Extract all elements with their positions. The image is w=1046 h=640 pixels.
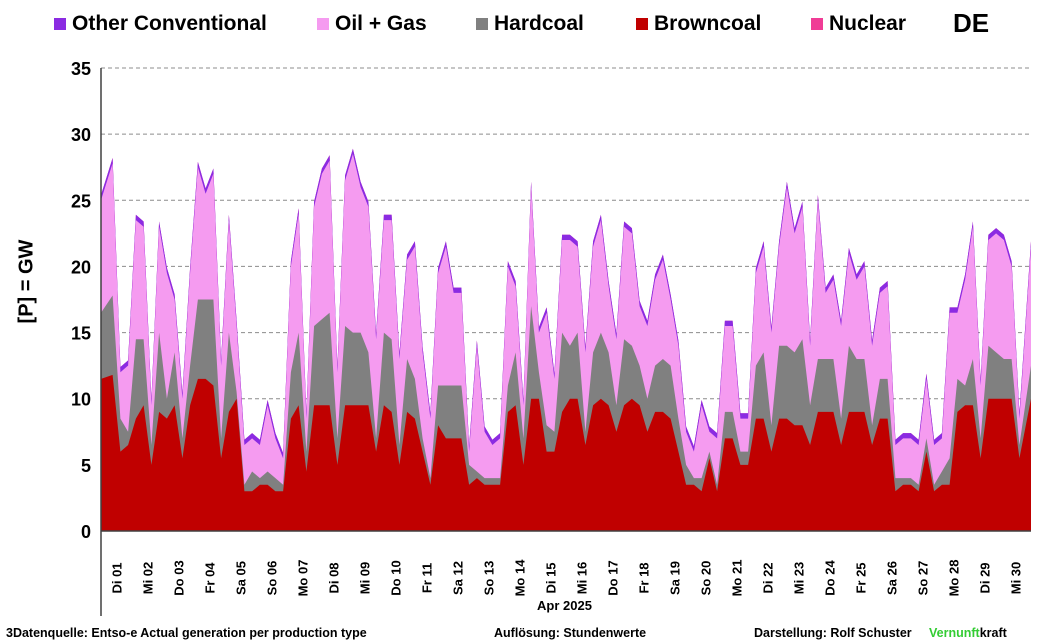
legend-swatch (636, 18, 648, 30)
legend-item-other-conventional: Other Conventional (54, 12, 267, 36)
legend-label: Hardcoal (494, 12, 584, 35)
x-tick-label: Di 15 (544, 562, 559, 593)
y-axis-title: [P] = GW (15, 239, 38, 324)
y-tick-label: 5 (81, 456, 91, 476)
y-tick-label: 35 (71, 59, 91, 79)
y-tick-label: 15 (71, 324, 91, 344)
x-tick-label: Mo 07 (296, 560, 311, 597)
x-tick-label: Do 17 (606, 560, 621, 595)
brand-mark: Vernunftkraft (929, 626, 1007, 640)
legend-swatch (317, 18, 329, 30)
x-tick-label: Di 22 (761, 562, 776, 593)
y-tick-label: 0 (81, 522, 91, 542)
x-tick-label: Do 03 (172, 560, 187, 595)
legend-swatch (476, 18, 488, 30)
area-browncoal (101, 374, 1031, 531)
y-tick-label: 20 (71, 257, 91, 277)
x-tick-label: Fr 18 (637, 562, 652, 593)
x-tick-label: Di 29 (978, 562, 993, 593)
x-tick-label: Di 01 (110, 562, 125, 593)
y-tick-label: 10 (71, 390, 91, 410)
y-tick-label: 30 (71, 125, 91, 145)
x-tick-label: Mi 30 (1009, 562, 1024, 595)
x-tick-label: So 27 (916, 561, 931, 596)
x-tick-label: Fr 25 (854, 562, 869, 593)
x-tick-label: Fr 11 (420, 563, 435, 593)
x-tick-label: Mi 23 (792, 562, 807, 595)
x-tick-label: So 20 (699, 561, 714, 596)
brand-part1: Vernunft (929, 626, 980, 640)
legend-label: Other Conventional (72, 12, 267, 35)
legend-item-hardcoal: Hardcoal (476, 12, 584, 36)
x-tick-label: Mi 09 (358, 562, 373, 595)
legend: Other Conventional Oil + Gas Hardcoal Br… (0, 6, 1046, 42)
x-tick-label: Sa 05 (234, 561, 249, 595)
legend-item-browncoal: Browncoal (636, 12, 761, 36)
legend-label: Browncoal (654, 12, 762, 35)
legend-swatch (54, 18, 66, 30)
legend-label: Oil + Gas (335, 12, 427, 35)
x-tick-label: Mi 02 (141, 562, 156, 595)
x-tick-label: Do 24 (823, 560, 838, 596)
x-tick-label: So 06 (265, 561, 280, 596)
x-tick-label: Mo 14 (513, 559, 528, 597)
resolution-note: Auflösung: Stundenwerte (494, 626, 647, 640)
x-axis-title: Apr 2025 (537, 598, 592, 613)
x-tick-label: Di 08 (327, 562, 342, 593)
source-note: 3Datenquelle: Entso-e Actual generation … (6, 626, 367, 640)
brand-part2: kraft (979, 626, 1007, 640)
x-tick-label: Fr 04 (203, 562, 218, 594)
y-tick-label: 25 (71, 191, 91, 211)
legend-item-nuclear: Nuclear (811, 12, 906, 36)
x-tick-label: Sa 26 (885, 561, 900, 595)
x-tick-label: Sa 19 (668, 561, 683, 595)
legend-swatch (811, 18, 823, 30)
x-tick-label: Sa 12 (451, 561, 466, 595)
x-tick-label: So 13 (482, 561, 497, 596)
x-tick-label: Mo 28 (947, 560, 962, 597)
x-tick-label: Mo 21 (730, 560, 745, 597)
legend-label: Nuclear (829, 12, 907, 35)
country-code: DE (953, 8, 990, 38)
author-note: Darstellung: Rolf Schuster (754, 626, 912, 640)
x-tick-label: Mi 16 (575, 562, 590, 595)
legend-item-oil-gas: Oil + Gas (317, 12, 427, 36)
x-tick-label: Do 10 (389, 560, 404, 595)
